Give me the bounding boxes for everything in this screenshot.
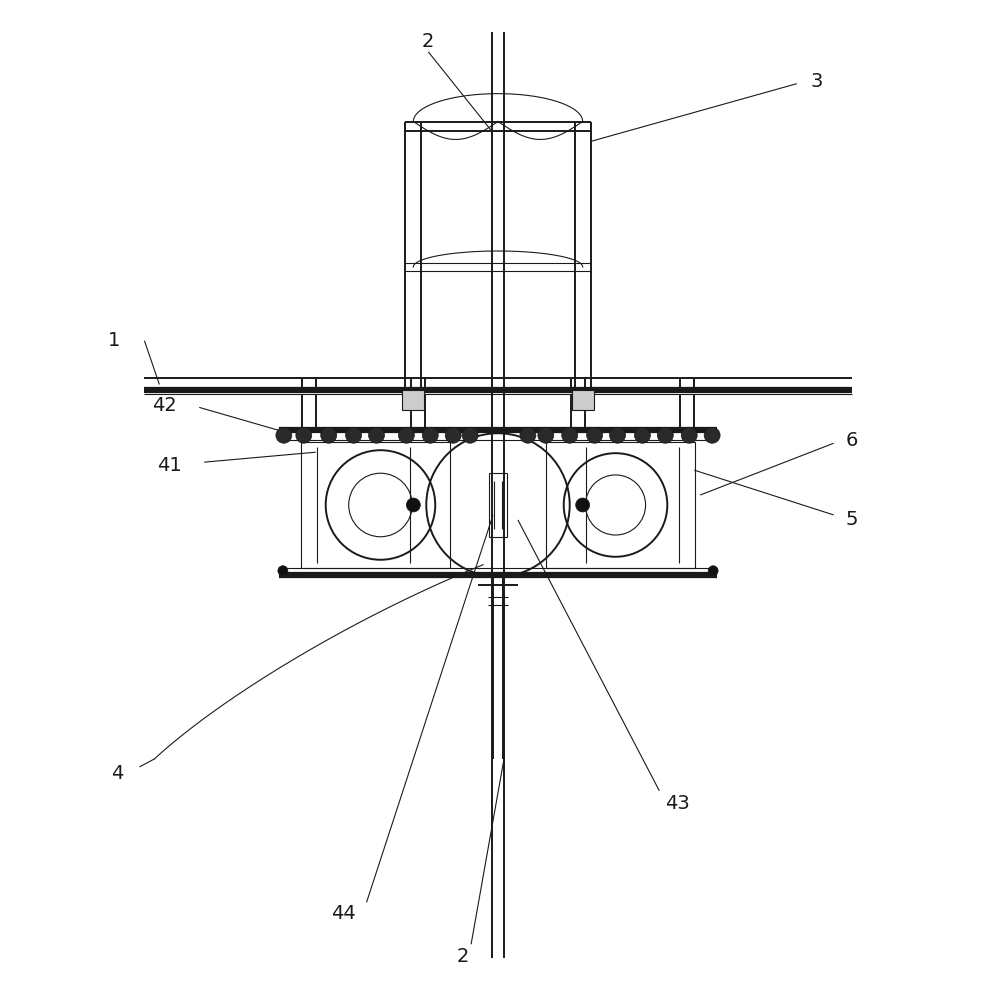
Bar bbox=[572, 390, 594, 410]
Bar bbox=[301, 442, 450, 568]
Circle shape bbox=[406, 498, 420, 512]
Circle shape bbox=[321, 427, 337, 443]
Text: 41: 41 bbox=[157, 456, 181, 475]
Circle shape bbox=[276, 427, 292, 443]
Circle shape bbox=[562, 427, 578, 443]
Text: 44: 44 bbox=[332, 904, 356, 923]
Circle shape bbox=[538, 427, 554, 443]
Bar bbox=[546, 442, 695, 568]
Circle shape bbox=[657, 427, 673, 443]
Text: 42: 42 bbox=[152, 396, 176, 415]
Circle shape bbox=[587, 427, 603, 443]
Circle shape bbox=[610, 427, 625, 443]
Text: 6: 6 bbox=[846, 431, 858, 450]
Text: 2: 2 bbox=[422, 32, 434, 51]
Circle shape bbox=[681, 427, 697, 443]
Circle shape bbox=[422, 427, 438, 443]
Text: 43: 43 bbox=[665, 794, 689, 813]
Text: 3: 3 bbox=[811, 72, 823, 91]
Text: 5: 5 bbox=[846, 510, 858, 529]
Circle shape bbox=[520, 427, 536, 443]
Circle shape bbox=[462, 427, 478, 443]
Circle shape bbox=[576, 498, 590, 512]
Bar bbox=[489, 473, 507, 537]
Circle shape bbox=[346, 427, 362, 443]
Circle shape bbox=[445, 427, 461, 443]
Circle shape bbox=[296, 427, 312, 443]
Circle shape bbox=[369, 427, 384, 443]
Circle shape bbox=[704, 427, 720, 443]
Circle shape bbox=[278, 566, 288, 576]
Circle shape bbox=[634, 427, 650, 443]
Text: 4: 4 bbox=[112, 764, 124, 783]
Circle shape bbox=[708, 566, 718, 576]
Text: 1: 1 bbox=[109, 331, 121, 350]
Circle shape bbox=[398, 427, 414, 443]
Bar bbox=[402, 390, 424, 410]
Text: 2: 2 bbox=[457, 947, 469, 966]
